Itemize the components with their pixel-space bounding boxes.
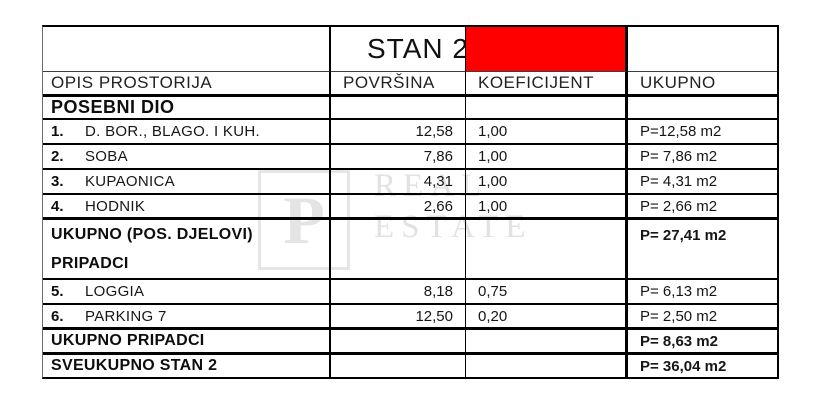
room-area: 7,86 <box>331 145 466 170</box>
room-total: P= 7,86 m2 <box>628 145 777 170</box>
section-pripadci: PRIPADCI <box>43 250 331 280</box>
red-highlight-cell <box>466 27 628 72</box>
room-coefficient: 1,00 <box>466 170 628 195</box>
column-header-povrsina: POVRŠINA <box>331 72 466 97</box>
room-row: 6. PARKING 7 <box>43 305 331 330</box>
room-number: 1. <box>51 123 64 140</box>
column-header-opis: OPIS PROSTORIJA <box>43 72 331 97</box>
empty-cell <box>331 220 466 250</box>
room-number: 4. <box>51 197 64 215</box>
room-number: 2. <box>51 148 64 165</box>
room-row: 5. LOGGIA <box>43 280 331 305</box>
empty-cell <box>466 220 628 250</box>
room-name: KUPAONICA <box>85 173 175 190</box>
room-name: PARKING 7 <box>85 307 167 325</box>
subtotal-value: P= 8,63 m2 <box>628 330 777 355</box>
subtotal-value: P= 27,41 m2 <box>640 226 727 244</box>
watermark-logo-frame: P <box>258 170 350 270</box>
room-total: P= 6,13 m2 <box>628 280 777 305</box>
room-area: 4,31 <box>331 170 466 195</box>
empty-cell <box>331 355 466 377</box>
empty-cell <box>628 250 777 280</box>
room-coefficient: 1,00 <box>466 145 628 170</box>
empty-cell <box>331 250 466 280</box>
watermark-monogram: P <box>283 182 325 258</box>
room-name: LOGGIA <box>85 283 145 300</box>
header-empty-cell <box>628 27 777 72</box>
room-row: 4. HODNIK <box>43 195 331 220</box>
column-header-koeficijent: KOEFICIJENT <box>466 72 628 97</box>
room-number: 5. <box>51 283 64 300</box>
column-header-ukupno: UKUPNO <box>628 72 777 97</box>
header-empty-cell <box>43 27 331 72</box>
grand-total-label: SVEUKUPNO STAN 2 <box>43 355 331 377</box>
section-posebni-dio: POSEBNI DIO <box>43 97 331 120</box>
empty-cell <box>466 250 628 280</box>
room-name: D. BOR., BLAGO. I KUH. <box>85 123 260 140</box>
room-number: 6. <box>51 307 64 325</box>
apartment-title: STAN 2 <box>331 27 466 72</box>
room-row: 1. D. BOR., BLAGO. I KUH. <box>43 120 331 145</box>
empty-cell <box>331 97 466 120</box>
room-number: 3. <box>51 173 64 190</box>
room-total: P= 2,66 m2 <box>628 195 777 220</box>
room-row: 2. SOBA <box>43 145 331 170</box>
room-total: P= 2,50 m2 <box>628 305 777 330</box>
room-area: 8,18 <box>331 280 466 305</box>
watermark-word-estate: ESTATE <box>374 209 533 245</box>
room-coefficient: 0,75 <box>466 280 628 305</box>
empty-cell <box>466 97 628 120</box>
room-area: 2,66 <box>331 195 466 220</box>
room-name: SOBA <box>85 148 128 165</box>
empty-cell <box>331 330 466 355</box>
room-coefficient: 1,00 <box>466 120 628 145</box>
subtotal-label: UKUPNO (POS. DJELOVI) <box>43 220 331 250</box>
room-name: HODNIK <box>85 197 146 215</box>
empty-cell <box>466 355 628 377</box>
empty-cell <box>628 97 777 120</box>
room-total: P= 4,31 m2 <box>628 170 777 195</box>
grand-total-value: P= 36,04 m2 <box>640 357 727 375</box>
area-calculation-table: STAN 2 OPIS PROSTORIJA POVRŠINA KOEFICIJ… <box>42 25 779 379</box>
subtotal-label: UKUPNO PRIPADCI <box>43 330 331 355</box>
room-area: 12,50 <box>331 305 466 330</box>
watermark-word-real: REAL <box>374 168 489 204</box>
room-total: P=12,58 m2 <box>628 120 777 145</box>
room-coefficient: 1,00 <box>466 195 628 220</box>
room-coefficient: 0,20 <box>466 305 628 330</box>
room-area: 12,58 <box>331 120 466 145</box>
empty-cell <box>466 330 628 355</box>
room-row: 3. KUPAONICA <box>43 170 331 195</box>
